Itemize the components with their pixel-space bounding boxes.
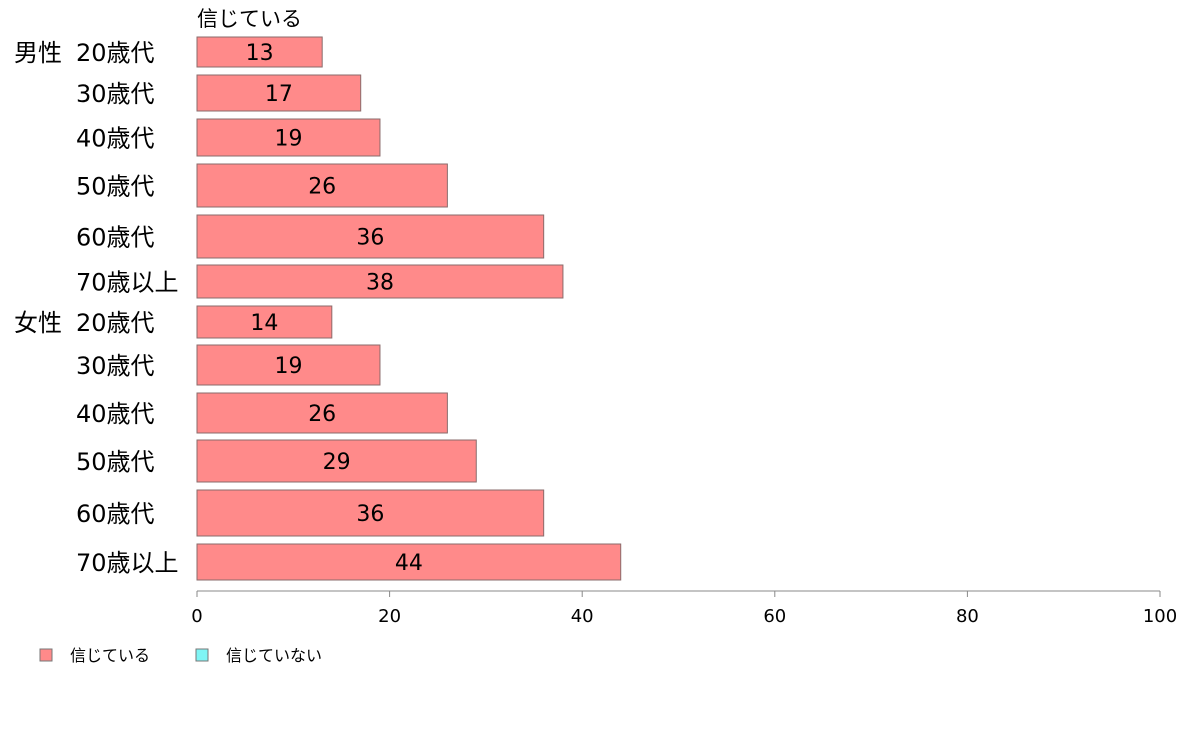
- x-tick-label: 100: [1143, 606, 1177, 627]
- bar-value-label: 36: [356, 502, 384, 527]
- group-label: 男性: [14, 39, 62, 67]
- bar-male-5: [196, 264, 564, 299]
- category-label: 30歳代: [76, 352, 155, 380]
- category-label: 50歳代: [76, 173, 155, 201]
- category-label: 50歳代: [76, 448, 155, 476]
- category-label: 60歳代: [76, 500, 155, 528]
- bar-female-3: [196, 439, 477, 483]
- x-axis-ticks-group: 0 20 40 60 80 100: [191, 591, 1177, 627]
- category-label: 60歳代: [76, 224, 155, 252]
- bar-female-4: [196, 489, 545, 537]
- legend: 信じている 信じていない: [39, 646, 322, 665]
- bar-value-label: 17: [265, 82, 293, 107]
- x-tick-label: 20: [378, 606, 401, 627]
- category-label: 20歳代: [76, 309, 155, 337]
- x-tick-label: 60: [763, 606, 786, 627]
- category-label: 40歳代: [76, 400, 155, 428]
- bar-male-3: [196, 163, 448, 208]
- group-label: 女性: [14, 309, 62, 337]
- category-label: 30歳代: [76, 80, 155, 108]
- bar-female-0: [196, 305, 333, 339]
- x-tick-label: 0: [191, 606, 202, 627]
- bar-male-0: [196, 36, 323, 68]
- bar-male-4: [196, 214, 545, 259]
- legend-swatch: [39, 648, 53, 662]
- bar-value-label: 38: [366, 271, 394, 296]
- bar-female-2: [196, 392, 448, 434]
- x-tick-label: 80: [956, 606, 979, 627]
- bar-value-label: 36: [356, 226, 384, 251]
- bar-female-1: [196, 344, 381, 386]
- series-label-top: 信じている: [197, 7, 302, 31]
- bar-value-label: 44: [395, 551, 423, 576]
- legend-swatch: [195, 648, 209, 662]
- bar-value-label: 19: [274, 354, 302, 379]
- bar-value-label: 19: [274, 127, 302, 152]
- category-label: 70歳以上: [76, 269, 179, 297]
- bar-value-label: 26: [308, 175, 336, 200]
- bar-male-2: [196, 118, 381, 157]
- x-tick-label: 40: [571, 606, 594, 627]
- bar-value-label: 13: [246, 41, 274, 66]
- bar-value-label: 26: [308, 402, 336, 427]
- bar-value-label: 29: [323, 450, 351, 475]
- category-label: 70歳以上: [76, 549, 179, 577]
- legend-label: 信じていない: [226, 646, 322, 665]
- legend-label: 信じている: [70, 646, 150, 665]
- bar-female-5: [196, 543, 622, 581]
- category-label: 40歳代: [76, 125, 155, 153]
- bar-value-label: 14: [250, 311, 278, 336]
- bar-male-1: [196, 74, 362, 112]
- category-label: 20歳代: [76, 39, 155, 67]
- category-labels-group: 20歳代男性30歳代40歳代50歳代60歳代70歳以上20歳代女性30歳代40歳…: [14, 39, 179, 577]
